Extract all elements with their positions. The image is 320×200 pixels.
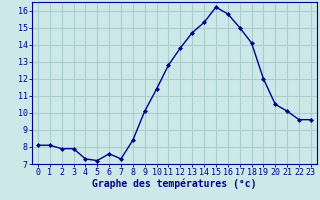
X-axis label: Graphe des températures (°c): Graphe des températures (°c) (92, 179, 257, 189)
